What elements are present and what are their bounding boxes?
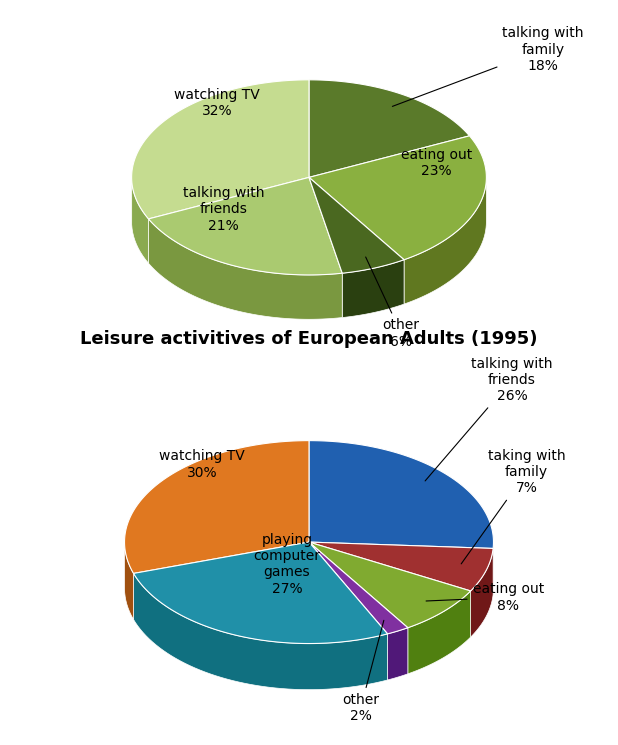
Text: playing
computer
games
27%: playing computer games 27% bbox=[253, 533, 320, 595]
Polygon shape bbox=[148, 219, 342, 320]
Polygon shape bbox=[309, 542, 493, 591]
Polygon shape bbox=[132, 80, 309, 219]
Polygon shape bbox=[408, 591, 471, 674]
Polygon shape bbox=[133, 542, 387, 644]
Polygon shape bbox=[471, 548, 493, 637]
Text: talking with
family
18%: talking with family 18% bbox=[392, 27, 584, 107]
Polygon shape bbox=[342, 260, 404, 317]
Polygon shape bbox=[148, 177, 342, 275]
Polygon shape bbox=[309, 136, 486, 260]
Polygon shape bbox=[309, 80, 470, 177]
Text: other
6%: other 6% bbox=[366, 257, 420, 349]
Polygon shape bbox=[404, 177, 486, 304]
Polygon shape bbox=[125, 542, 133, 620]
Polygon shape bbox=[133, 574, 387, 690]
Polygon shape bbox=[309, 440, 494, 548]
Text: eating out
8%: eating out 8% bbox=[426, 583, 544, 612]
Text: taking with
family
7%: taking with family 7% bbox=[461, 448, 565, 564]
Text: eating out
23%: eating out 23% bbox=[401, 148, 472, 178]
Polygon shape bbox=[309, 177, 404, 273]
Text: watching TV
32%: watching TV 32% bbox=[174, 88, 260, 118]
Text: watching TV
30%: watching TV 30% bbox=[159, 449, 245, 480]
Text: other
2%: other 2% bbox=[342, 621, 384, 723]
Polygon shape bbox=[309, 542, 408, 634]
Title: Leisure activitives of European Adults (1995): Leisure activitives of European Adults (… bbox=[80, 330, 538, 348]
Text: talking with
friends
21%: talking with friends 21% bbox=[183, 186, 265, 232]
Polygon shape bbox=[125, 440, 309, 574]
Polygon shape bbox=[387, 628, 408, 680]
Polygon shape bbox=[132, 180, 148, 263]
Polygon shape bbox=[309, 542, 471, 628]
Text: talking with
friends
26%: talking with friends 26% bbox=[425, 357, 552, 481]
